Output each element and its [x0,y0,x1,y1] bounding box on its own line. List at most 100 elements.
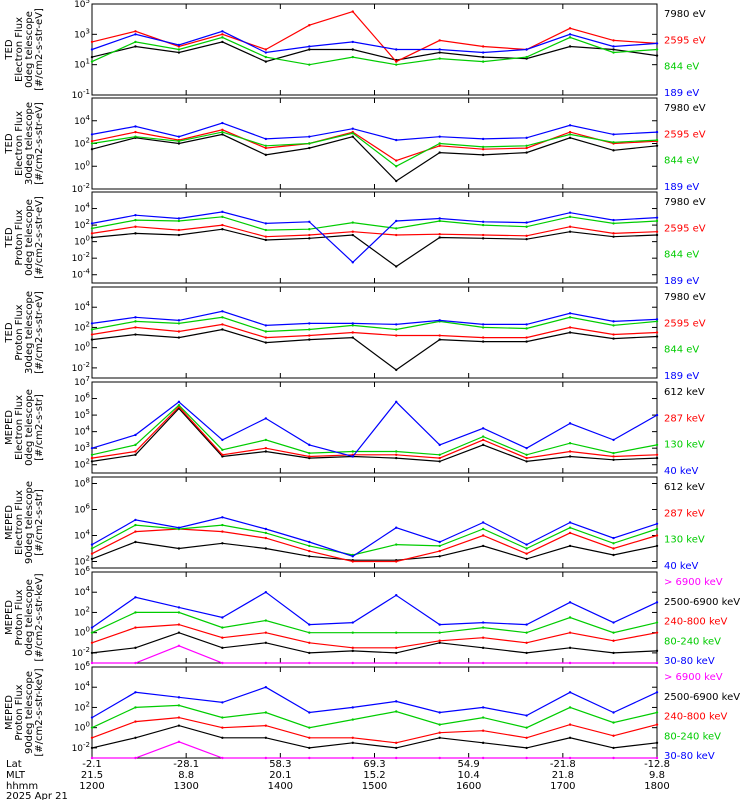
y-axis-label-line: [#/cm2-s-str-eV] [34,102,45,185]
y-tick-label: 10-2 [72,741,90,754]
data-point [351,135,354,138]
y-tick-exponent: 4 [86,680,91,688]
data-point [308,228,311,231]
data-point [612,621,615,624]
y-axis-label-line: [#/cm2-s-str-eV] [34,8,45,91]
y-axis-label-line: TED [4,322,15,343]
y-tick-exponent: -4 [83,268,91,276]
data-point [438,232,441,236]
data-point [264,51,268,54]
data-point [438,756,441,760]
data-point [395,741,398,745]
data-point [525,453,528,456]
legend-entry: 2595 eV [664,129,706,140]
data-point [612,324,615,327]
data-point [90,328,94,331]
data-point [308,142,311,145]
data-point [264,238,268,242]
data-point [655,144,659,147]
y-tick-label: 10-2 [72,182,90,195]
data-point [655,42,659,45]
date-label: 2025 Apr 21 [6,791,68,800]
y-axis-label-line: Electron Flux [14,490,25,555]
data-point [134,218,137,222]
series-line-4 [91,401,658,458]
data-point [351,756,354,760]
y-tick-exponent: 4 [86,114,91,122]
data-point [351,560,354,563]
data-point [612,320,615,323]
data-point [90,60,94,63]
data-point [481,153,485,157]
legend-entry: 40 keV [664,466,698,477]
data-point [134,125,137,128]
data-point [308,24,311,27]
data-point [525,221,528,224]
data-point [481,438,485,442]
data-point [351,336,354,339]
legend-entry: 7980 eV [664,9,706,20]
data-point [481,340,485,343]
data-point [438,453,441,456]
data-point [395,651,398,655]
data-point [90,543,94,546]
data-point [481,729,485,732]
y-tick-label: 103 [74,27,90,40]
data-point [308,237,311,240]
data-point [481,51,485,54]
data-point [612,337,615,340]
y-tick-label: 104 [74,114,90,127]
data-point [177,403,181,407]
y-tick-exponent: 5 [86,408,90,416]
data-point [90,453,94,456]
data-point [177,336,181,339]
y-tick-exponent: 4 [86,529,91,537]
data-point [221,453,224,456]
data-point [308,549,311,553]
data-point [655,335,659,338]
y-tick-exponent: -2 [83,741,90,749]
data-point [308,746,311,750]
y-tick-label: 104 [74,202,90,215]
data-point [438,731,441,734]
time-tick-label: 1800 [644,781,669,792]
data-point [568,521,572,524]
data-point [481,323,485,326]
data-point [481,521,485,524]
y-tick-label: 102 [74,137,90,150]
data-point [655,534,659,537]
data-point [481,646,485,650]
data-point [351,40,354,44]
data-point [481,55,485,59]
data-point [525,736,528,739]
data-point [655,544,659,548]
data-point [177,322,181,325]
data-point [438,142,441,145]
data-point [308,45,311,48]
panel-5: 102 103 104 105 106 107 MEPED Electron Flux 0deg… [4,375,705,477]
data-point [90,222,94,225]
series-line-2 [91,528,658,563]
y-tick-label: 104 [74,680,90,693]
data-point [177,219,181,223]
data-point [90,232,94,235]
data-point [177,623,181,626]
data-point [438,460,441,463]
data-point [308,146,311,150]
data-point [655,219,659,223]
x-row-label-hhmm: hhmm [6,781,38,792]
data-point [221,40,224,44]
data-point [525,323,528,326]
data-point [264,137,268,141]
data-point [438,711,441,714]
data-point [134,40,137,44]
legend-entry: 2500-6900 keV [664,692,740,703]
data-point [525,543,528,546]
data-point [438,144,441,147]
y-tick-exponent: 6 [86,660,91,668]
data-point [655,130,659,134]
panel-8: 10-2 100 102 104 106 MEPED Proton Flux 90deg te… [4,660,740,762]
data-point [351,718,354,721]
data-point [351,631,354,634]
data-point [612,661,615,665]
